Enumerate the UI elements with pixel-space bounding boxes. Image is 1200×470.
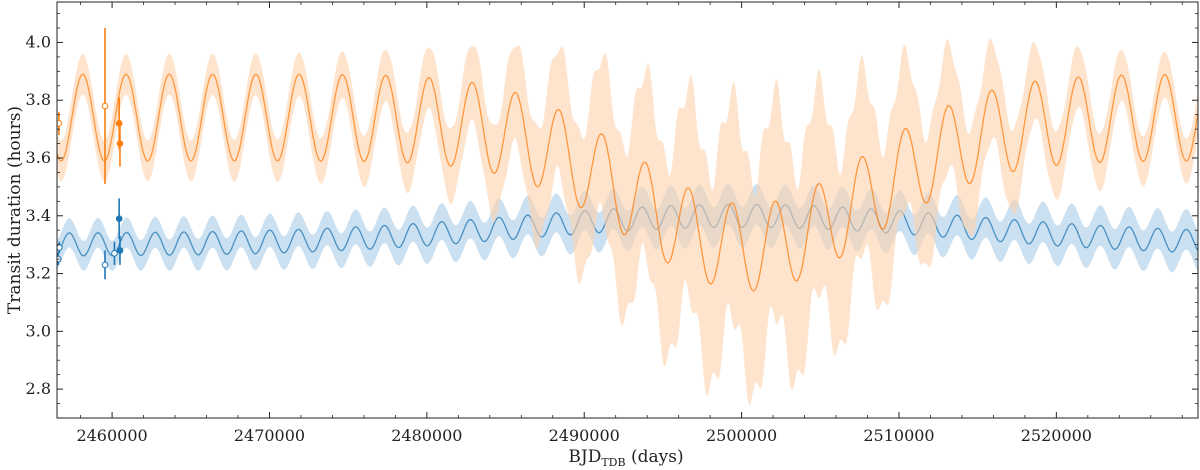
y-tick-label: 3.2 <box>26 264 51 283</box>
y-tick-label: 4.0 <box>26 32 51 51</box>
plot-frame <box>56 1 1199 419</box>
x-tick-label: 2470000 <box>234 426 305 445</box>
x-axis-label: BJDTDB (days) <box>568 447 683 469</box>
y-axis-label: Transit duration (hours) <box>5 106 25 314</box>
x-tick-label: 2520000 <box>1021 426 1092 445</box>
y-tick-label: 3.4 <box>26 206 51 225</box>
planet-c-model-line <box>57 73 1198 292</box>
planet-c-observation-point <box>116 140 124 147</box>
y-tick-label: 3.6 <box>26 148 51 167</box>
planet-c-confidence-band <box>57 38 1198 406</box>
x-axis: 2460000 2470000 2480000 2490000 2500000 25100… <box>76 2 1183 445</box>
planet-c-observation-point <box>57 120 63 127</box>
x-tick-label: 2490000 <box>549 426 620 445</box>
planet-b-observation-point <box>101 261 109 269</box>
y-tick-label: 3.0 <box>26 321 51 340</box>
y-axis: 2.8 3.0 3.2 3.4 3.6 3.8 4.0 <box>26 13 1198 404</box>
x-tick-label: 2500000 <box>706 426 777 445</box>
series-planet-c <box>57 28 1198 406</box>
y-tick-label: 3.8 <box>26 90 51 109</box>
planet-c-observation-point <box>101 102 109 110</box>
x-tick-label: 2460000 <box>76 426 147 445</box>
x-tick-label: 2480000 <box>391 426 462 445</box>
y-tick-label: 2.8 <box>26 379 51 398</box>
planet-b-observation-point <box>111 250 118 257</box>
planet-b-observation-point <box>115 215 123 222</box>
x-tick-label: 2510000 <box>863 426 934 445</box>
plot-area <box>57 28 1198 406</box>
planet-b-observation-point <box>116 247 124 254</box>
